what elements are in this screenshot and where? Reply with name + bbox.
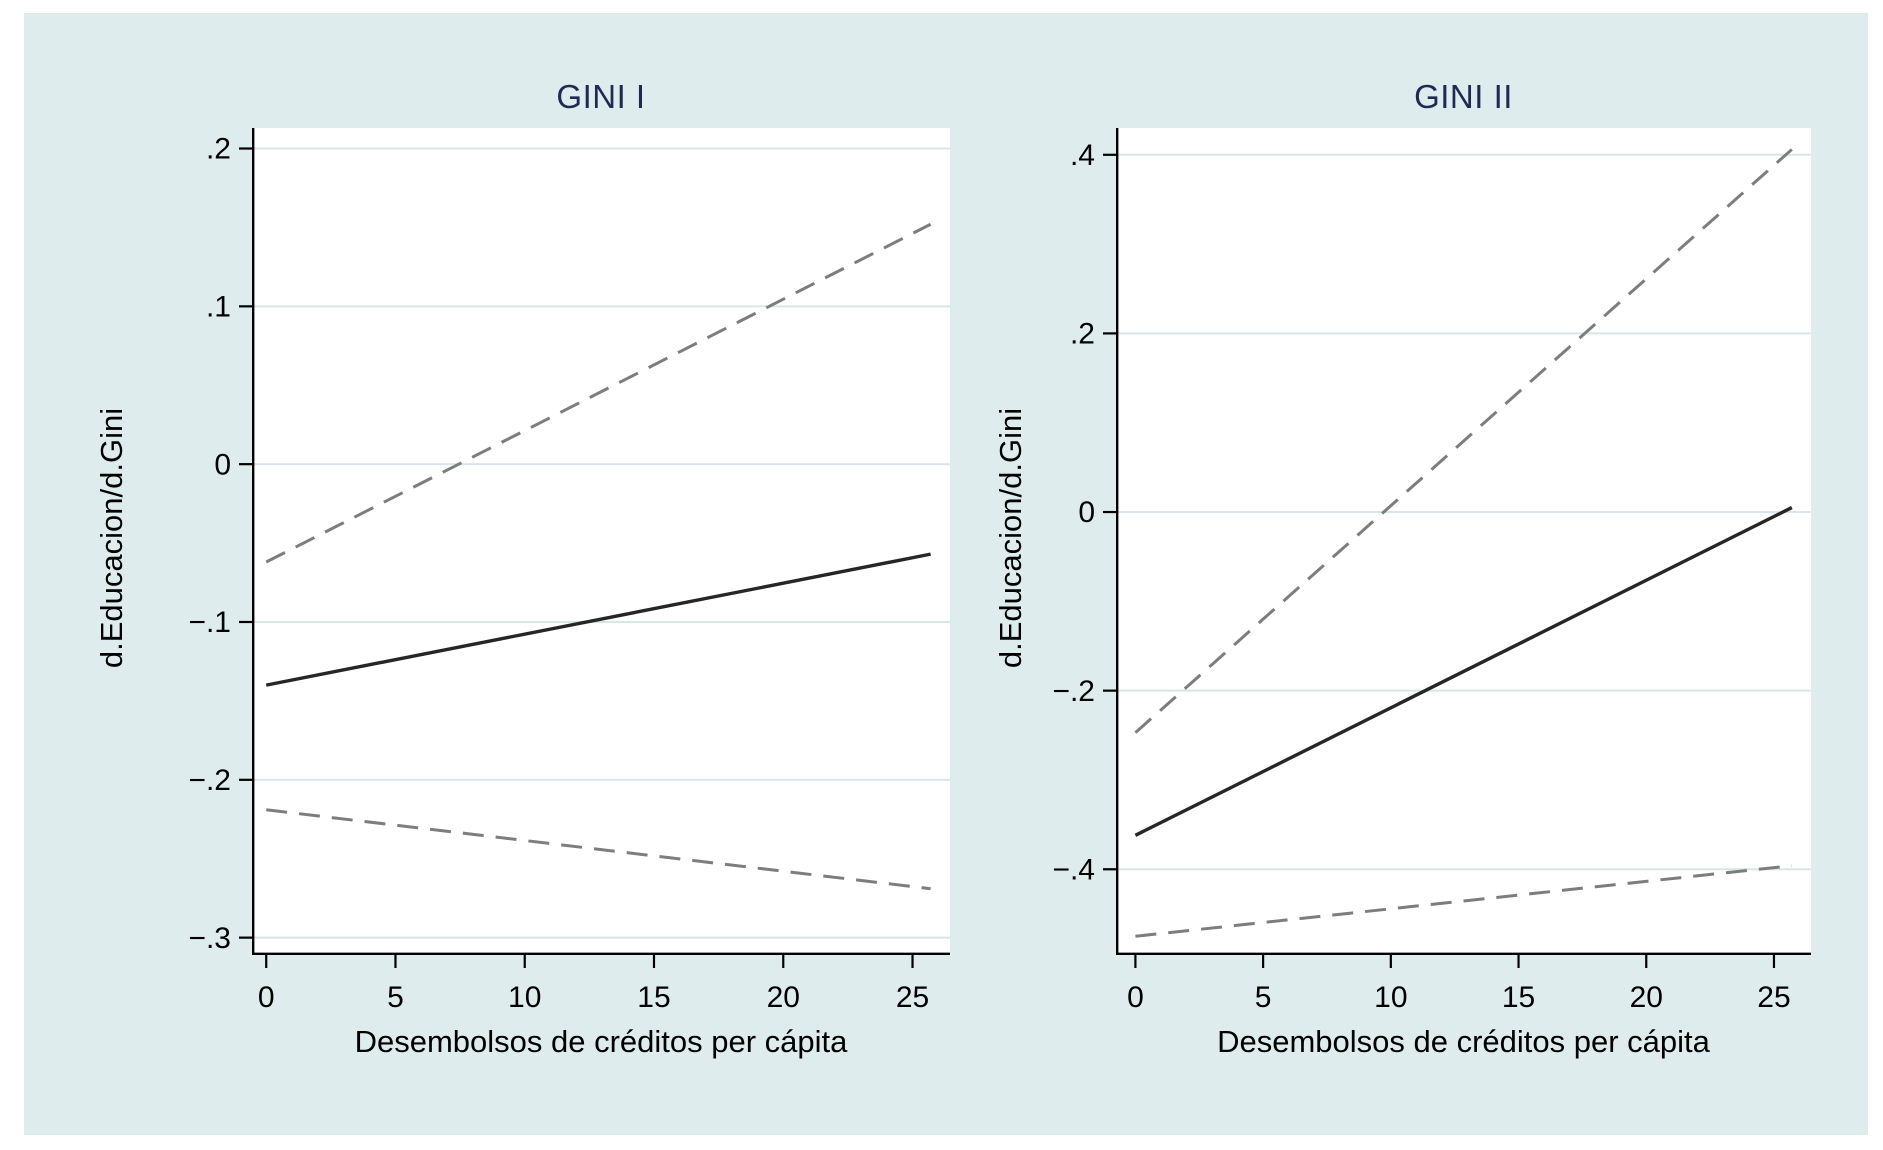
x-tick-label-0: 5 xyxy=(387,981,404,1014)
plot-area-1 xyxy=(1116,128,1811,955)
x-tick-label-1: 25 xyxy=(1757,981,1790,1014)
series-estimate-1 xyxy=(1134,506,1793,837)
x-tick-label-1: 5 xyxy=(1255,981,1272,1014)
chart-title-gini-1: GINI I xyxy=(556,78,646,115)
y-tick-label-1: .2 xyxy=(1070,318,1095,351)
x-tick-label-1: 20 xyxy=(1630,981,1663,1014)
y-tick-label-1: .4 xyxy=(1070,139,1095,172)
x-axis-label-gini-2: Desembolsos de créditos per cápita xyxy=(1217,1024,1710,1059)
series-ci-lower-1 xyxy=(1135,864,1793,938)
y-tick-label-0: 0 xyxy=(214,448,231,481)
series-ci-upper-1 xyxy=(1134,148,1793,734)
y-tick-label-0: −.2 xyxy=(188,764,231,797)
x-tick-label-1: 10 xyxy=(1374,981,1407,1014)
y-tick-label-0: .1 xyxy=(206,291,231,324)
series-ci-upper-0 xyxy=(265,222,932,564)
series-ci-lower-0 xyxy=(266,808,931,891)
y-tick-label-0: −.3 xyxy=(188,922,231,955)
x-tick-label-0: 0 xyxy=(258,981,275,1014)
x-tick-label-1: 0 xyxy=(1127,981,1144,1014)
series-estimate-0 xyxy=(265,552,931,687)
x-axis-label-gini-1: Desembolsos de créditos per cápita xyxy=(354,1024,848,1059)
y-tick-label-0: −.1 xyxy=(188,606,231,639)
y-axis-label-gini-1: d.Educacion/d.Gini xyxy=(94,407,129,669)
x-tick-label-0: 15 xyxy=(637,981,670,1014)
y-tick-label-1: −.2 xyxy=(1052,675,1095,708)
x-tick-label-1: 15 xyxy=(1502,981,1535,1014)
y-tick-label-1: 0 xyxy=(1078,496,1095,529)
y-axis-label-gini-2: d.Educacion/d.Gini xyxy=(993,407,1028,669)
x-tick-label-0: 25 xyxy=(896,981,929,1014)
y-tick-label-0: .2 xyxy=(206,133,231,166)
chart-title-gini-2: GINI II xyxy=(1414,78,1513,115)
plot-area-0 xyxy=(252,128,950,955)
x-tick-label-0: 10 xyxy=(508,981,541,1014)
y-tick-label-1: −.4 xyxy=(1052,853,1095,886)
x-tick-label-0: 20 xyxy=(767,981,800,1014)
